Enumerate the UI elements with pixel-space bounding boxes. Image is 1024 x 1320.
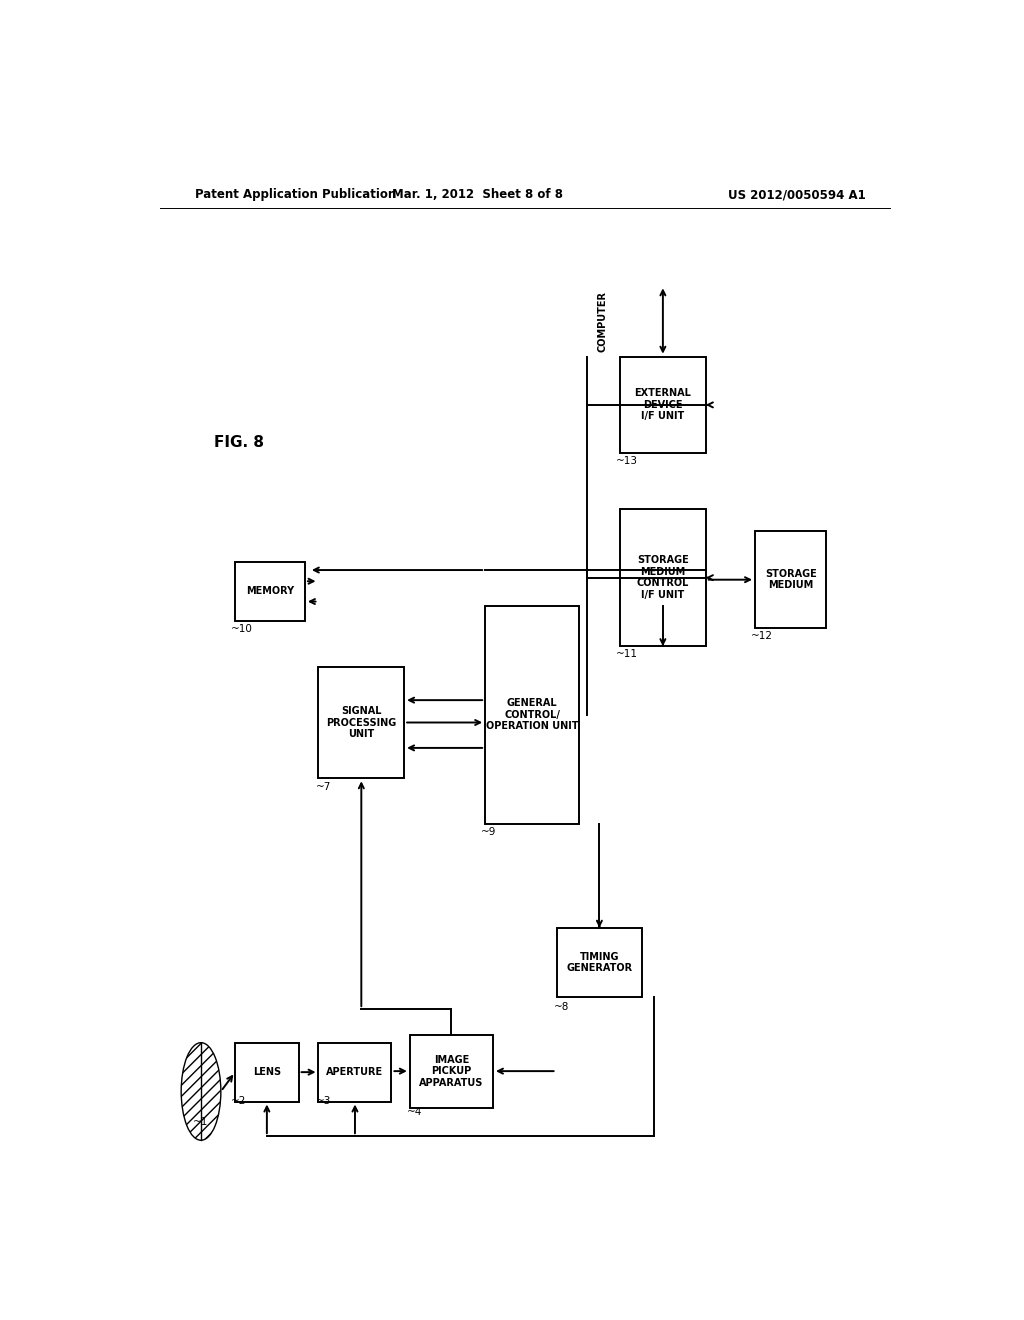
Text: ~10: ~10 bbox=[231, 624, 253, 634]
Text: ~2: ~2 bbox=[231, 1096, 247, 1106]
Text: ~4: ~4 bbox=[407, 1106, 422, 1117]
Bar bbox=[620, 510, 706, 647]
Bar bbox=[236, 1043, 299, 1102]
Text: STORAGE
MEDIUM: STORAGE MEDIUM bbox=[765, 569, 816, 590]
Text: ~11: ~11 bbox=[616, 649, 638, 660]
Text: ~3: ~3 bbox=[316, 1096, 332, 1106]
Text: Mar. 1, 2012  Sheet 8 of 8: Mar. 1, 2012 Sheet 8 of 8 bbox=[392, 189, 562, 202]
Bar bbox=[318, 1043, 391, 1102]
Text: ~12: ~12 bbox=[751, 631, 773, 642]
Ellipse shape bbox=[181, 1043, 221, 1140]
Text: ~1: ~1 bbox=[194, 1117, 209, 1127]
Text: ~13: ~13 bbox=[616, 457, 638, 466]
Text: EXTERNAL
DEVICE
I/F UNIT: EXTERNAL DEVICE I/F UNIT bbox=[635, 388, 691, 421]
Text: COMPUTER: COMPUTER bbox=[598, 290, 607, 351]
Text: Patent Application Publication: Patent Application Publication bbox=[196, 189, 396, 202]
Bar bbox=[236, 562, 305, 620]
Text: US 2012/0050594 A1: US 2012/0050594 A1 bbox=[728, 189, 866, 202]
Bar bbox=[755, 532, 826, 628]
Bar bbox=[410, 1035, 494, 1107]
Text: LENS: LENS bbox=[253, 1067, 281, 1077]
Text: TIMING
GENERATOR: TIMING GENERATOR bbox=[566, 952, 633, 973]
Text: FIG. 8: FIG. 8 bbox=[214, 436, 264, 450]
Text: STORAGE
MEDIUM
CONTROL
I/F UNIT: STORAGE MEDIUM CONTROL I/F UNIT bbox=[637, 556, 689, 601]
Bar bbox=[485, 606, 579, 824]
Text: MEMORY: MEMORY bbox=[246, 586, 294, 597]
Bar bbox=[620, 356, 706, 453]
Text: ~9: ~9 bbox=[481, 828, 497, 837]
Text: SIGNAL
PROCESSING
UNIT: SIGNAL PROCESSING UNIT bbox=[327, 706, 396, 739]
Text: IMAGE
PICKUP
APPARATUS: IMAGE PICKUP APPARATUS bbox=[419, 1055, 483, 1088]
Text: ~7: ~7 bbox=[316, 781, 332, 792]
Text: APERTURE: APERTURE bbox=[327, 1067, 384, 1077]
Text: ~8: ~8 bbox=[554, 1002, 569, 1012]
Text: GENERAL
CONTROL/
OPERATION UNIT: GENERAL CONTROL/ OPERATION UNIT bbox=[485, 698, 579, 731]
Bar bbox=[318, 667, 404, 779]
Bar bbox=[557, 928, 642, 997]
